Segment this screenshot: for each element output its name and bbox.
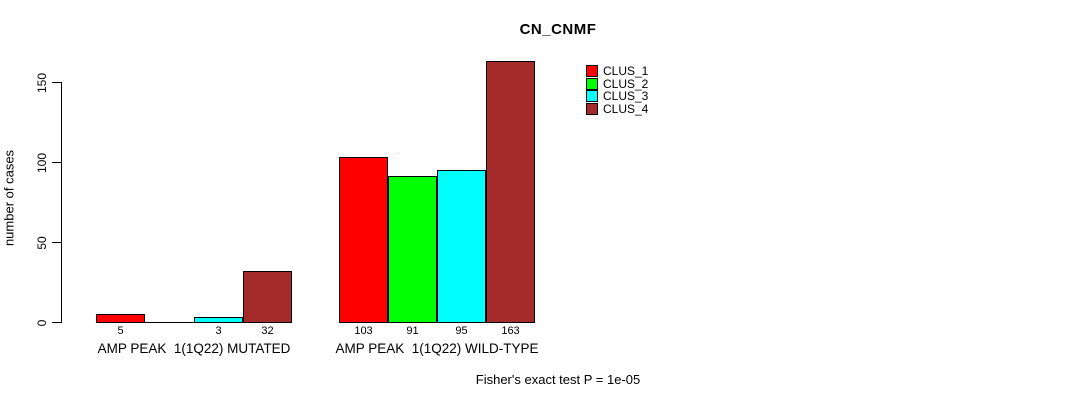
- y-axis-tick: [52, 162, 62, 163]
- bar-clus_4-group1: [243, 271, 292, 322]
- bar-clus_4-group2: [486, 61, 535, 322]
- bar-value-label: 3: [215, 325, 222, 337]
- bar-clus_1-group1: [96, 314, 145, 322]
- bar-value-label: 163: [501, 325, 520, 337]
- y-axis-tick-label: 150: [35, 72, 49, 93]
- legend-swatch-clus_1: [586, 65, 598, 77]
- legend-label: CLUS_3: [603, 89, 649, 103]
- bar-value-label: 5: [117, 325, 124, 337]
- bar-clus_2-group2: [388, 176, 437, 322]
- chart-title: CN_CNMF: [519, 21, 597, 38]
- legend-label: CLUS_2: [603, 77, 649, 91]
- group-baseline: [339, 322, 535, 323]
- bar-clus_1-group2: [339, 157, 388, 322]
- legend-label: CLUS_1: [603, 64, 649, 78]
- x-category-label: AMP PEAK 1(1Q22) MUTATED: [97, 341, 291, 356]
- x-category-label: AMP PEAK 1(1Q22) WILD-TYPE: [335, 341, 539, 356]
- bar-value-label: 32: [261, 325, 274, 337]
- legend-item-clus_2: CLUS_2: [586, 78, 648, 90]
- y-axis-tick-label: 100: [35, 152, 49, 173]
- bar-value-label: 103: [354, 325, 373, 337]
- legend-swatch-clus_3: [586, 90, 598, 102]
- y-axis-line: [61, 82, 62, 323]
- bar-clus_3-group2: [437, 170, 486, 322]
- y-axis-tick-label: 0: [35, 319, 49, 326]
- group-baseline: [96, 322, 292, 323]
- legend-item-clus_1: CLUS_1: [586, 65, 648, 77]
- y-axis-tick: [52, 322, 62, 323]
- y-axis-tick: [52, 242, 62, 243]
- y-axis-tick-label: 50: [35, 235, 49, 250]
- y-axis-title: number of cases: [1, 149, 17, 247]
- y-axis-tick: [52, 82, 62, 83]
- legend-label: CLUS_4: [603, 102, 649, 116]
- bar-value-label: 95: [455, 325, 468, 337]
- legend-item-clus_4: CLUS_4: [586, 103, 648, 115]
- bar-clus_3-group1: [194, 317, 243, 322]
- legend-swatch-clus_4: [586, 103, 598, 115]
- legend-item-clus_3: CLUS_3: [586, 90, 648, 102]
- legend-swatch-clus_2: [586, 78, 598, 90]
- bar-value-label: 91: [406, 325, 419, 337]
- fisher-test-note: Fisher's exact test P = 1e-05: [475, 372, 641, 387]
